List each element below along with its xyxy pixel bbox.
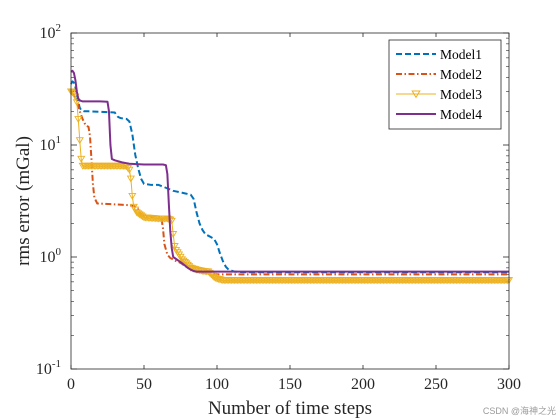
y-tick-label: 101 [40,134,62,154]
series-markers-model3 [66,88,514,285]
x-tick-label: 150 [278,376,302,393]
x-tick-label: 0 [67,376,75,393]
legend-label-model4: Model4 [440,107,482,122]
series-line-model2 [70,92,509,276]
x-tick-label: 300 [497,376,521,393]
data-point-marker [126,175,135,183]
legend-marker-model3 [411,90,421,99]
series-line-model4 [70,69,509,273]
plot-frame [70,32,510,370]
legend: Model1 Model2 Model3 Model4 [388,39,502,130]
series-line-model1 [70,80,509,274]
x-axis-label: Number of time steps [208,398,372,419]
y-tick-label: 100 [40,246,62,266]
x-tick-label: 200 [351,376,375,393]
legend-label-model2: Model2 [440,67,482,82]
y-axis-label: rms error (mGal) [13,136,34,266]
legend-label-model1: Model1 [440,47,482,62]
series-layer [66,69,514,285]
legend-label-model3: Model3 [440,87,482,102]
x-tick-label: 100 [205,376,229,393]
data-point-marker [170,243,179,251]
tick-labels: 0 50 100 150 200 250 300 10-1 100 101 102 [36,22,521,393]
data-point-marker [74,116,83,124]
data-point-marker [77,155,86,163]
data-point-marker [125,166,134,174]
x-tick-label: 50 [136,376,152,393]
data-point-marker [75,137,84,145]
y-tick-label: 10-1 [36,358,61,378]
data-point-marker [69,90,79,98]
y-tick-label: 102 [40,22,62,42]
watermark-text: CSDN @海神之光 [483,405,556,416]
data-point-marker [128,192,137,200]
data-point-marker [72,99,81,107]
x-tick-label: 250 [424,376,448,393]
legend-samples [396,53,436,115]
